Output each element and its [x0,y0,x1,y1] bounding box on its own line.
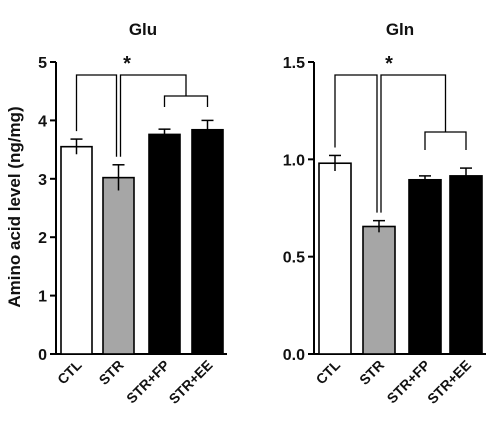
bar-str [362,225,396,355]
bar-ctl [318,162,352,355]
bar-str-fp [148,133,181,355]
x-tick-label: STR+EE [166,357,216,407]
group-bracket [163,95,209,107]
comparison-bracket-ctl-str [334,74,378,213]
comparison-bracket-str-treatment [380,74,447,213]
y-tick-label: 4 [38,113,47,130]
y-tick-label: 0.5 [283,250,305,267]
panel-title: Gln [386,20,414,39]
x-tick-label: STR+FP [384,357,434,407]
y-tick-label: 0.0 [283,347,305,364]
bar-str-ee [191,128,224,355]
comparison-bracket-ctl-str [75,74,118,157]
group-bracket [424,131,467,150]
x-tick-label: STR+FP [123,357,173,407]
y-axis-label: Amino acid level (ng/mg) [5,106,24,307]
bar-str-fp [408,178,442,355]
y-tick-label: 0 [38,347,47,364]
y-tick-label: 1.0 [283,152,305,169]
panel-title: Glu [129,20,157,39]
comparison-bracket-str-treatment [119,74,187,157]
x-tick-label: STR [96,357,127,388]
y-tick-label: 1.5 [283,55,305,72]
bar-str [102,176,135,355]
x-tick-label: STR+EE [424,357,474,407]
y-tick-label: 3 [38,172,47,189]
x-tick-label: CTL [313,356,344,387]
x-tick-label: CTL [54,356,85,387]
bar-ctl [60,145,93,355]
y-tick-label: 5 [38,55,47,72]
y-tick-label: 1 [38,289,47,306]
x-tick-label: STR [356,357,387,388]
y-tick-label: 2 [38,230,47,247]
bar-str-ee [449,175,483,355]
significance-star: * [385,53,393,75]
significance-star: * [123,53,131,75]
